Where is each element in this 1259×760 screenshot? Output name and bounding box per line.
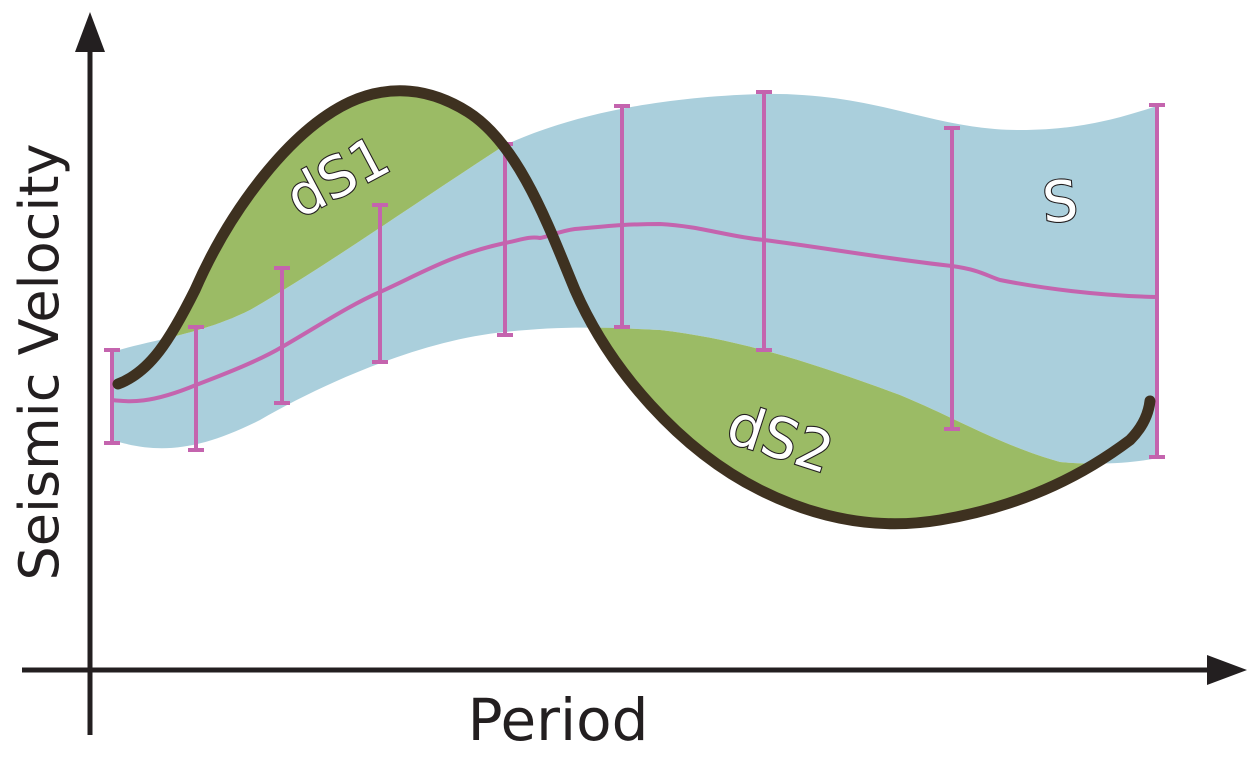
x-axis-title: Period xyxy=(468,686,649,754)
error-bar xyxy=(614,104,630,329)
observed-curve xyxy=(112,85,1156,530)
error-bar xyxy=(188,325,204,452)
y-axis-title: Seismic Velocity xyxy=(8,144,71,581)
error-bar xyxy=(1149,103,1165,459)
mean-curve xyxy=(111,221,1158,404)
axes xyxy=(22,12,1247,735)
error-bar xyxy=(372,203,388,364)
error-bar xyxy=(944,126,960,431)
x-axis-arrow-icon xyxy=(1207,655,1247,685)
error-bar xyxy=(104,348,120,445)
uncertainty-band xyxy=(112,93,1157,464)
error-bar xyxy=(274,266,290,405)
error-bars xyxy=(104,90,1165,459)
y-axis-arrow-icon xyxy=(75,12,105,52)
label-s: S xyxy=(1040,169,1080,236)
error-bar xyxy=(756,90,772,352)
